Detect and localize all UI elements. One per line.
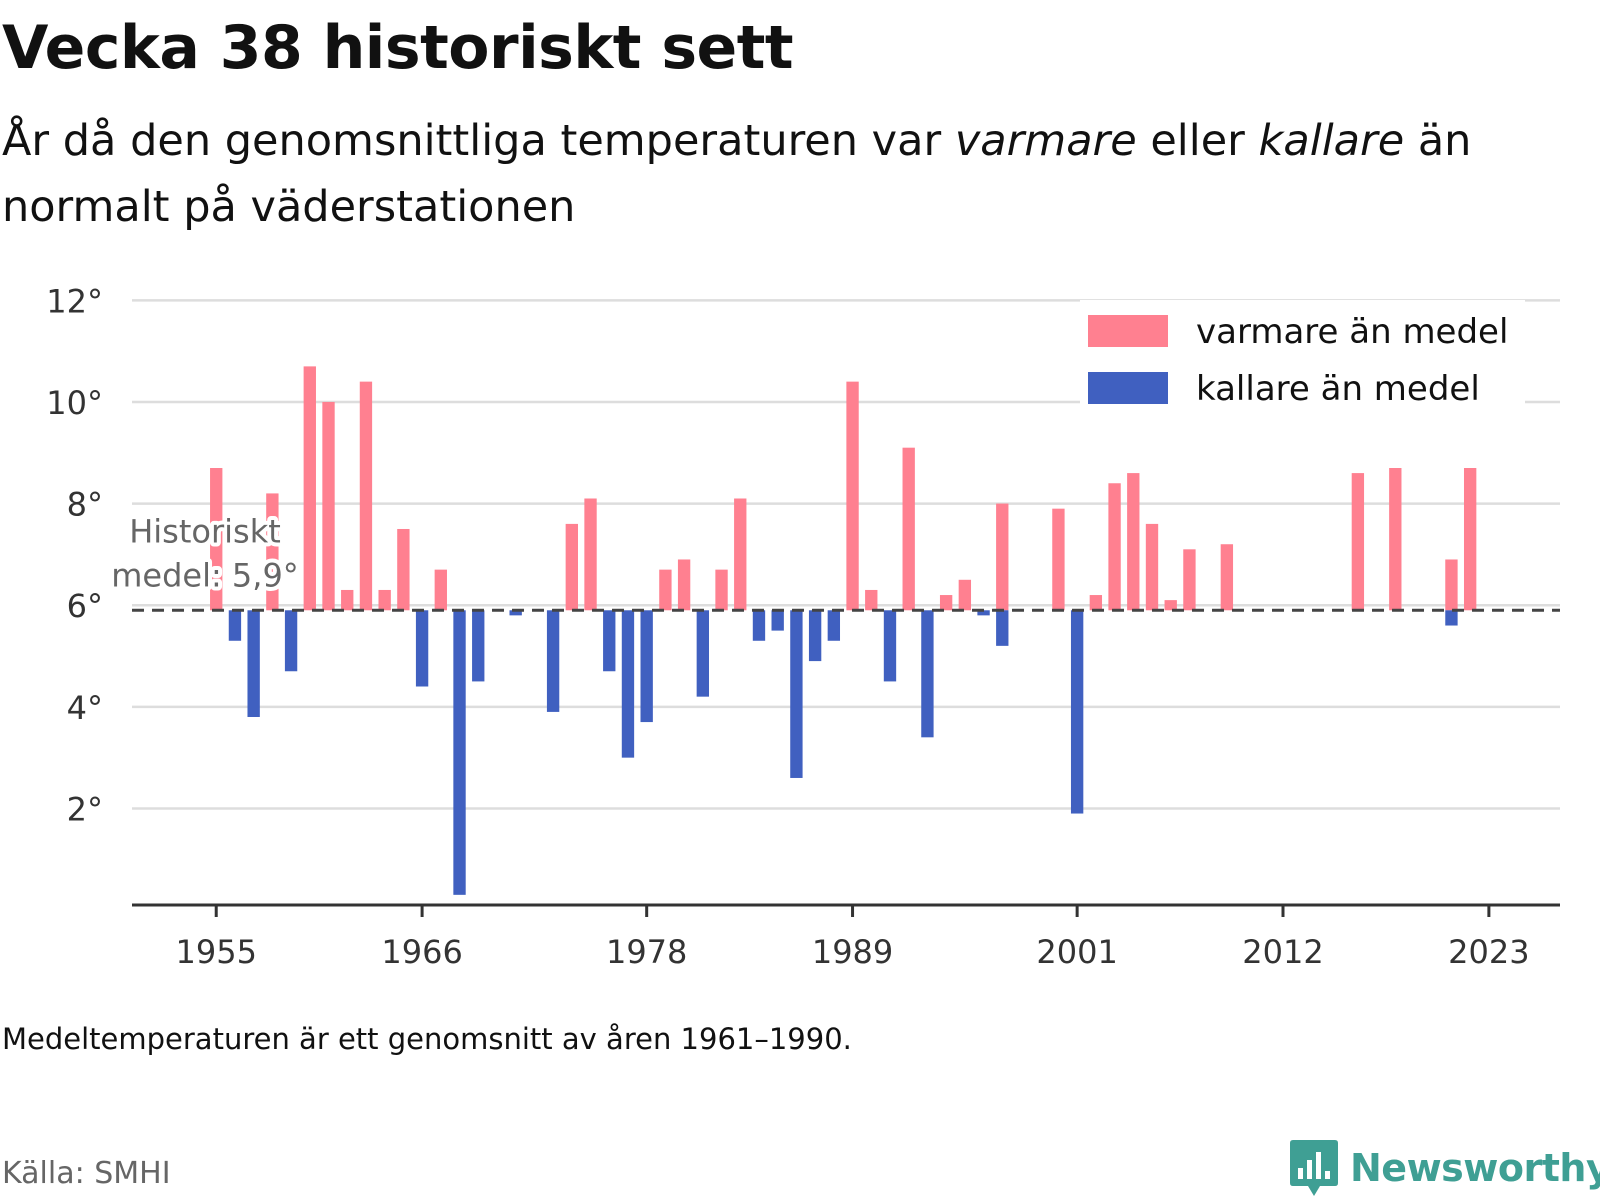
legend: varmare än medel kallare än medel <box>1080 300 1525 420</box>
x-tick-label: 2012 <box>1242 933 1323 971</box>
bar <box>958 579 972 611</box>
y-tick-label: 2° <box>67 790 103 828</box>
bar <box>865 589 878 611</box>
bar <box>266 493 279 611</box>
bar <box>921 610 934 738</box>
bar <box>846 381 859 611</box>
y-tick-label: 10° <box>46 384 103 422</box>
bar <box>210 468 223 611</box>
bar <box>696 610 710 697</box>
subtitle-cold: kallare <box>1258 116 1405 166</box>
bar <box>1220 544 1234 611</box>
subtitle-part-1: År då den genomsnittliga temperaturen va… <box>2 116 955 166</box>
bar <box>1463 468 1477 611</box>
bar-chart: 2° 4° 6° 8° 10° 12° Historiskt medel: 5,9° 195… <box>46 282 1560 971</box>
bar <box>509 610 522 616</box>
x-tick-label: 1966 <box>381 933 462 971</box>
bar <box>902 447 915 611</box>
bar <box>415 610 429 687</box>
x-tick-label: 2001 <box>1036 933 1117 971</box>
bar <box>247 610 260 717</box>
bar <box>771 610 784 631</box>
bar <box>303 366 316 611</box>
bar <box>603 610 616 672</box>
bar <box>1389 468 1402 611</box>
y-axis-ticks: 2° 4° 6° 8° 10° 12° <box>46 282 103 828</box>
x-tick-label: 1989 <box>812 933 893 971</box>
bar <box>472 610 485 682</box>
bar <box>1445 559 1458 611</box>
bar <box>790 610 803 778</box>
bar <box>883 610 897 682</box>
bar <box>1164 600 1177 611</box>
y-tick-label: 12° <box>46 282 103 320</box>
bar <box>584 498 597 611</box>
x-tick-label: 1978 <box>606 933 687 971</box>
subtitle-part-2: eller <box>1136 116 1259 166</box>
bar <box>808 610 822 662</box>
baseline-label-line: medel: 5,9° <box>111 556 299 594</box>
x-tick-label: 2023 <box>1448 933 1529 971</box>
bar <box>546 610 560 712</box>
bar <box>827 610 841 641</box>
chart-title: Vecka 38 historiskt sett <box>2 13 794 83</box>
subtitle-part-3: än normalt på väderstationen <box>2 116 1472 232</box>
bar <box>378 589 391 611</box>
bar <box>621 610 635 758</box>
legend-swatch <box>1088 372 1168 404</box>
bar <box>228 610 242 641</box>
bar <box>1070 610 1084 814</box>
bar <box>565 523 578 611</box>
bar <box>1127 473 1140 611</box>
bar <box>453 610 466 895</box>
bar <box>434 569 447 611</box>
legend-label: kallare än medel <box>1196 369 1480 409</box>
bar <box>677 559 691 611</box>
bar <box>939 595 953 611</box>
bar <box>397 528 410 611</box>
y-tick-label: 6° <box>67 587 103 625</box>
y-tick-label: 4° <box>67 689 103 727</box>
x-axis: 1955 1966 1978 1989 2001 2012 2023 <box>132 903 1560 971</box>
bar <box>1145 523 1159 611</box>
bar <box>1089 595 1103 611</box>
brand-logo[interactable]: Newsworthy <box>1288 1138 1600 1198</box>
bars <box>210 366 1477 895</box>
bar-chart-speech-bubble-icon <box>1290 1140 1338 1196</box>
chart-subtitle: År då den genomsnittliga temperaturen va… <box>2 108 1562 240</box>
bar <box>1351 473 1365 611</box>
bar <box>734 498 747 611</box>
x-tick-label: 1955 <box>176 933 257 971</box>
bar <box>359 381 373 611</box>
source-label: Källa: SMHI <box>2 1156 171 1191</box>
bar <box>752 610 766 641</box>
bar <box>1108 483 1121 611</box>
baseline-label: Historiskt medel: 5,9° <box>107 508 303 598</box>
footnote: Medeltemperaturen är ett genomsnitt av å… <box>2 1022 852 1056</box>
bar <box>996 503 1009 611</box>
bar <box>284 610 298 672</box>
bar <box>341 589 354 611</box>
bar <box>977 610 990 616</box>
bar <box>996 610 1009 646</box>
subtitle-warm: varmare <box>954 116 1137 166</box>
brand-name: Newsworthy <box>1350 1146 1600 1190</box>
y-tick-label: 8° <box>67 486 103 524</box>
bar <box>1445 610 1458 626</box>
bar <box>322 401 335 611</box>
bar <box>1183 549 1196 611</box>
bar <box>659 569 672 611</box>
bar <box>1052 508 1065 611</box>
bar <box>640 610 653 723</box>
legend-label: varmare än medel <box>1196 312 1508 352</box>
baseline-label-line: Historiskt <box>129 512 281 550</box>
legend-swatch <box>1088 315 1168 347</box>
bar <box>715 569 728 611</box>
